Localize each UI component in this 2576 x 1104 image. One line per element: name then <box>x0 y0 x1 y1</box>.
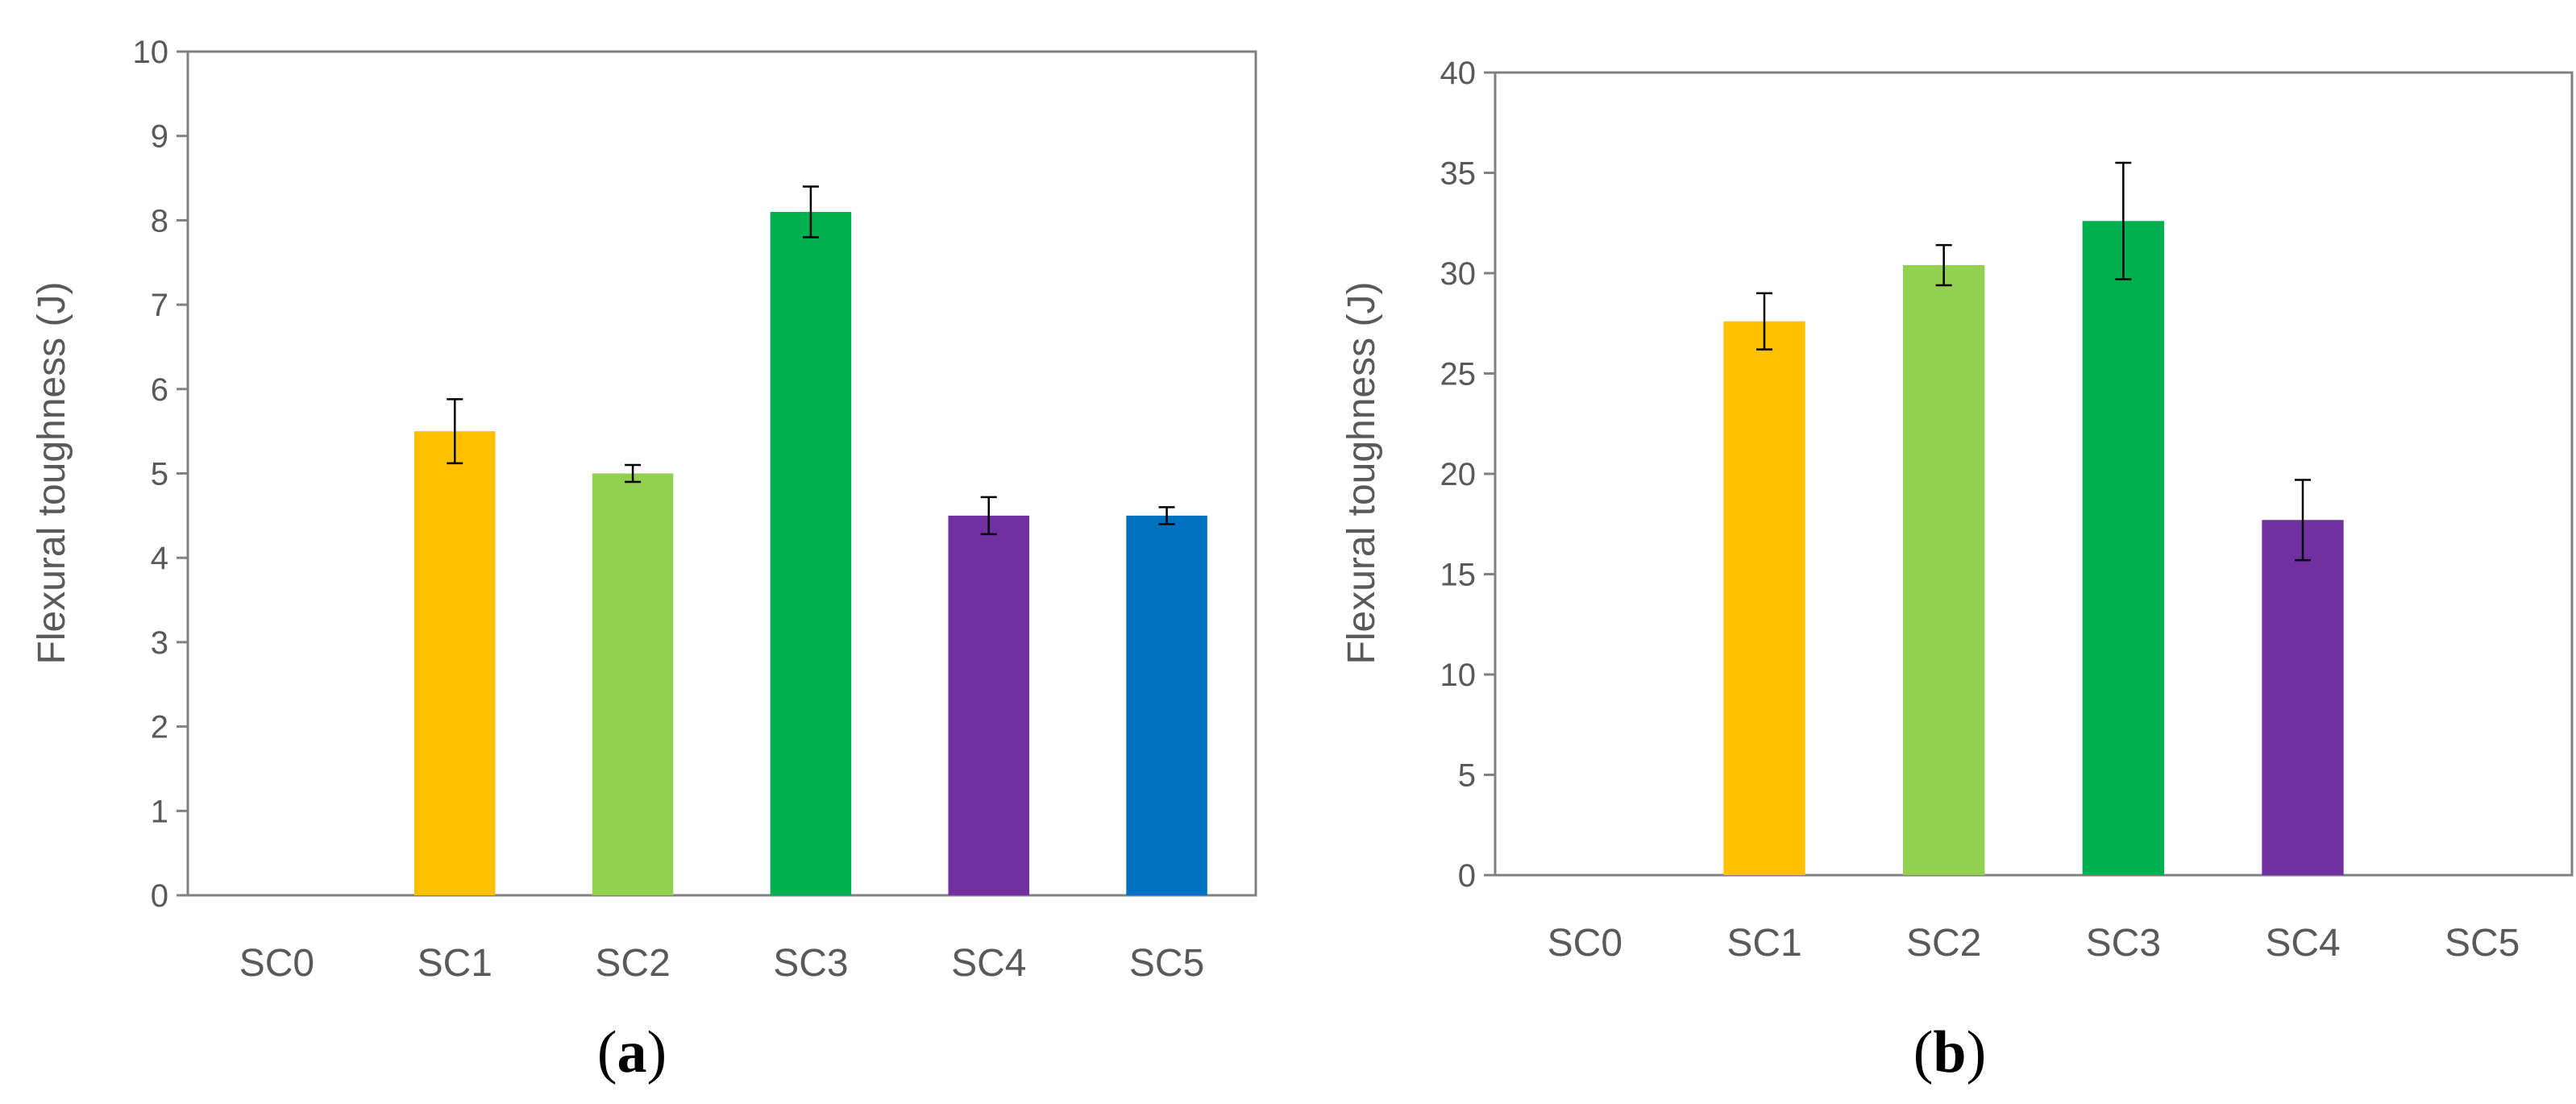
x-category-label: SC1 <box>1726 922 1801 965</box>
bar-sc5 <box>1126 515 1207 895</box>
chart-b: 0 5 10 15 20 25 30 35 40 SC0 SC1 SC2 SC3 SC4 SC5 Flexur… <box>1340 56 2574 1085</box>
y-tick-label: 0 <box>151 878 168 914</box>
y-tick-label: 25 <box>1440 357 1477 392</box>
y-tick-label: 20 <box>1440 457 1477 492</box>
y-tick-label: 15 <box>1440 558 1477 593</box>
y-tick-label: 1 <box>151 794 168 829</box>
x-category-label: SC4 <box>2265 922 2340 965</box>
bar-sc4 <box>948 515 1029 895</box>
bar-sc2 <box>592 473 674 895</box>
x-category-label: SC0 <box>1548 922 1622 965</box>
bar-sc1 <box>414 431 496 895</box>
y-tick-label: 4 <box>151 541 168 576</box>
x-category-label: SC0 <box>239 942 314 985</box>
y-tick-label: 5 <box>1458 758 1476 794</box>
y-tick-label: 0 <box>1458 858 1476 894</box>
panel-label-close: ) <box>647 1019 667 1085</box>
plot-frame <box>186 50 1257 897</box>
y-tick-label: 35 <box>1440 156 1477 192</box>
y-tick-label: 40 <box>1440 56 1477 91</box>
y-axis-label: Flexural toughness (J) <box>31 282 73 665</box>
bar-sc3 <box>2082 221 2164 875</box>
chart-a: 0 1 2 3 4 5 6 7 8 9 10 SC0 SC1 SC2 SC3 SC4 SC5 Flexural t… <box>31 35 1257 1085</box>
x-category-label: SC1 <box>418 942 492 985</box>
y-tick-label: 10 <box>133 35 169 70</box>
panel-label: (a) <box>597 1019 667 1085</box>
y-tick-label: 5 <box>151 457 168 492</box>
y-tick-label: 7 <box>151 288 168 323</box>
panel-label-open: ( <box>1913 1019 1934 1085</box>
x-category-label: SC3 <box>773 942 848 985</box>
x-category-label: SC5 <box>1129 942 1204 985</box>
y-tick-label: 8 <box>151 203 168 239</box>
x-category-label: SC2 <box>1906 922 1981 965</box>
y-tick-label: 10 <box>1440 658 1477 693</box>
panel-label-letter: a <box>617 1019 647 1085</box>
panel-label-close: ) <box>1967 1019 1987 1085</box>
bar-sc3 <box>770 211 852 895</box>
x-category-label: SC5 <box>2445 922 2520 965</box>
y-tick-label: 6 <box>151 372 168 408</box>
plot-frame <box>1494 71 2574 877</box>
x-category-label: SC4 <box>951 942 1026 985</box>
panel-label: (b) <box>1913 1019 1986 1085</box>
y-tick-label: 3 <box>151 625 168 661</box>
panel-label-open: ( <box>597 1019 617 1085</box>
y-tick-label: 30 <box>1440 256 1477 292</box>
y-tick-label: 2 <box>151 710 168 745</box>
x-category-label: SC3 <box>2086 922 2161 965</box>
bar-sc1 <box>1723 321 1805 875</box>
panel-label-letter: b <box>1933 1019 1966 1085</box>
y-axis-label: Flexural toughness (J) <box>1340 282 1383 665</box>
bar-sc4 <box>2262 520 2344 875</box>
y-tick-label: 9 <box>151 119 168 155</box>
x-category-label: SC2 <box>595 942 670 985</box>
bar-sc2 <box>1903 265 1985 875</box>
